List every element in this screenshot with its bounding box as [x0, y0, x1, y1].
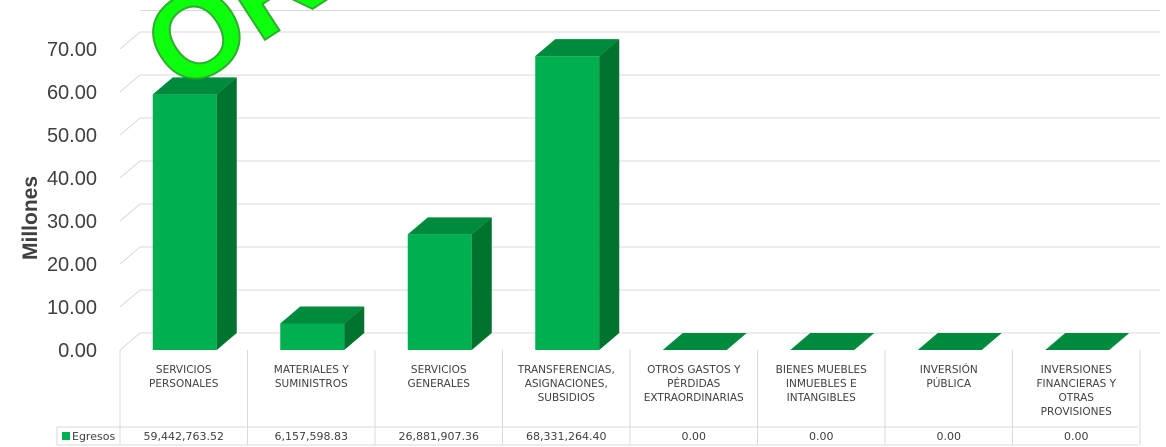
y-tick-label: 0.00 [58, 340, 97, 362]
bar [280, 306, 365, 350]
bar [152, 77, 237, 350]
bar [662, 333, 747, 350]
bar [407, 217, 492, 350]
category-label: INVERSIONES FINANCIERAS Y OTRAS PROVISIONES [1036, 364, 1116, 418]
y-tick-label: 40.00 [47, 168, 97, 190]
bar-front [280, 323, 345, 350]
category-label: TRANSFERENCIAS, ASIGNACIONES, SUBSIDIOS [517, 364, 615, 404]
bar [917, 333, 1002, 350]
gridline [119, 160, 1160, 179]
category-label: SERVICIOS GENERALES [408, 364, 471, 390]
y-tick-label: 50.00 [47, 125, 97, 147]
data-value: 26,881,907.36 [399, 430, 479, 443]
legend-label: Egresos [72, 430, 115, 443]
bar-front [152, 94, 217, 350]
bars [152, 39, 1130, 350]
y-axis-title: Millones [19, 176, 42, 260]
bar-top [152, 77, 237, 95]
gridline [119, 31, 1160, 50]
bar-top [917, 333, 1002, 350]
category-label: SERVICIOS PERSONALES [149, 364, 219, 390]
bar-front [407, 234, 472, 350]
data-value: 6,157,598.83 [275, 430, 348, 443]
gridline [119, 203, 1160, 222]
y-tick-label: 20.00 [47, 254, 97, 276]
gridline [119, 246, 1160, 265]
gridline [119, 289, 1160, 308]
gridline [119, 332, 1160, 351]
data-value: 0.00 [682, 430, 707, 443]
bar-side [471, 217, 492, 350]
category-label: MATERIALES Y SUMINISTROS [274, 364, 350, 390]
category-label: BIENES MUEBLES INMUEBLES E INTANGIBLES [776, 364, 867, 404]
data-value: 59,442,763.52 [144, 430, 224, 443]
bar-top [790, 333, 875, 350]
y-tick-label: 10.00 [47, 297, 97, 319]
data-value: 0.00 [937, 430, 962, 443]
category-label: INVERSIÓN PÚBLICA [920, 363, 978, 390]
bar-top [535, 39, 620, 57]
gridline [119, 117, 1160, 136]
category-label: OTROS GASTOS Y PÉRDIDAS EXTRAORDINARIAS [644, 364, 744, 404]
bar-front [535, 56, 600, 350]
legend-swatch [62, 432, 70, 440]
bar-side [344, 306, 365, 350]
bar-top [662, 333, 747, 350]
bar-top [1045, 333, 1130, 350]
y-axis-ticks: 0.00 10.00 20.00 30.00 40.00 50.00 60.00 70.00 [47, 39, 97, 362]
gridline [119, 74, 1160, 93]
bar [790, 333, 875, 350]
bar-top [407, 217, 492, 235]
data-table: SERVICIOS PERSONALES MATERIALES Y SUMINISTR… [56, 350, 1141, 446]
bar [1045, 333, 1130, 350]
bar-top [280, 306, 365, 324]
data-value: 0.00 [809, 430, 834, 443]
y-tick-label: 70.00 [47, 39, 97, 61]
y-tick-label: 30.00 [47, 211, 97, 233]
bar [535, 39, 620, 350]
data-value: 68,331,264.40 [526, 430, 606, 443]
bar-side [599, 39, 620, 350]
bar-side [216, 77, 237, 350]
data-value: 0.00 [1064, 430, 1089, 443]
y-tick-label: 60.00 [47, 82, 97, 104]
gridlines [119, 10, 1160, 351]
